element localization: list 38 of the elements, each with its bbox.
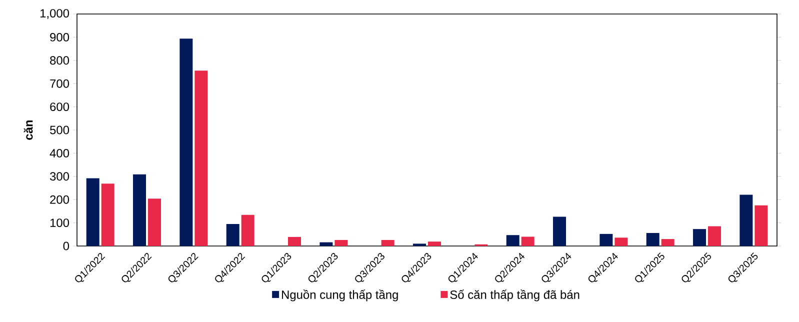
y-tick-label: 800 — [50, 56, 70, 65]
bar — [101, 184, 114, 246]
y-tick-label: 500 — [50, 126, 70, 134]
y-tick-label: 400 — [50, 148, 70, 158]
bar — [148, 198, 162, 246]
y-tick-label: 300 — [50, 172, 70, 181]
y-tick-label: 900 — [50, 32, 70, 42]
bar — [86, 178, 100, 246]
bar — [693, 229, 706, 246]
bar — [334, 240, 348, 246]
bar — [320, 242, 333, 246]
y-axis-title: căn — [24, 120, 33, 140]
bar — [754, 205, 768, 246]
bar — [133, 174, 146, 246]
legend-label: Nguồn cung thấp tầng — [282, 290, 398, 302]
bar — [226, 224, 240, 246]
bar — [661, 239, 674, 246]
bar — [646, 233, 660, 246]
bar — [521, 236, 534, 246]
bar — [428, 242, 442, 246]
bar — [194, 70, 208, 246]
bar — [740, 194, 753, 246]
bar — [288, 236, 302, 246]
y-tick-label: 1,000 — [40, 9, 70, 19]
bar — [614, 238, 628, 246]
bar — [180, 38, 193, 246]
y-tick-label: 200 — [50, 195, 70, 204]
y-tick-label: 600 — [50, 102, 70, 112]
y-tick-label: 700 — [50, 79, 70, 88]
bar — [708, 226, 722, 246]
legend-label: Số căn thấp tầng đã bán — [450, 290, 580, 302]
bar — [381, 240, 394, 246]
bar — [600, 234, 613, 246]
y-tick-label: 100 — [50, 218, 70, 228]
bar — [241, 214, 254, 246]
bar — [506, 235, 520, 246]
bar — [553, 216, 566, 246]
y-tick-label: 0 — [63, 242, 70, 250]
